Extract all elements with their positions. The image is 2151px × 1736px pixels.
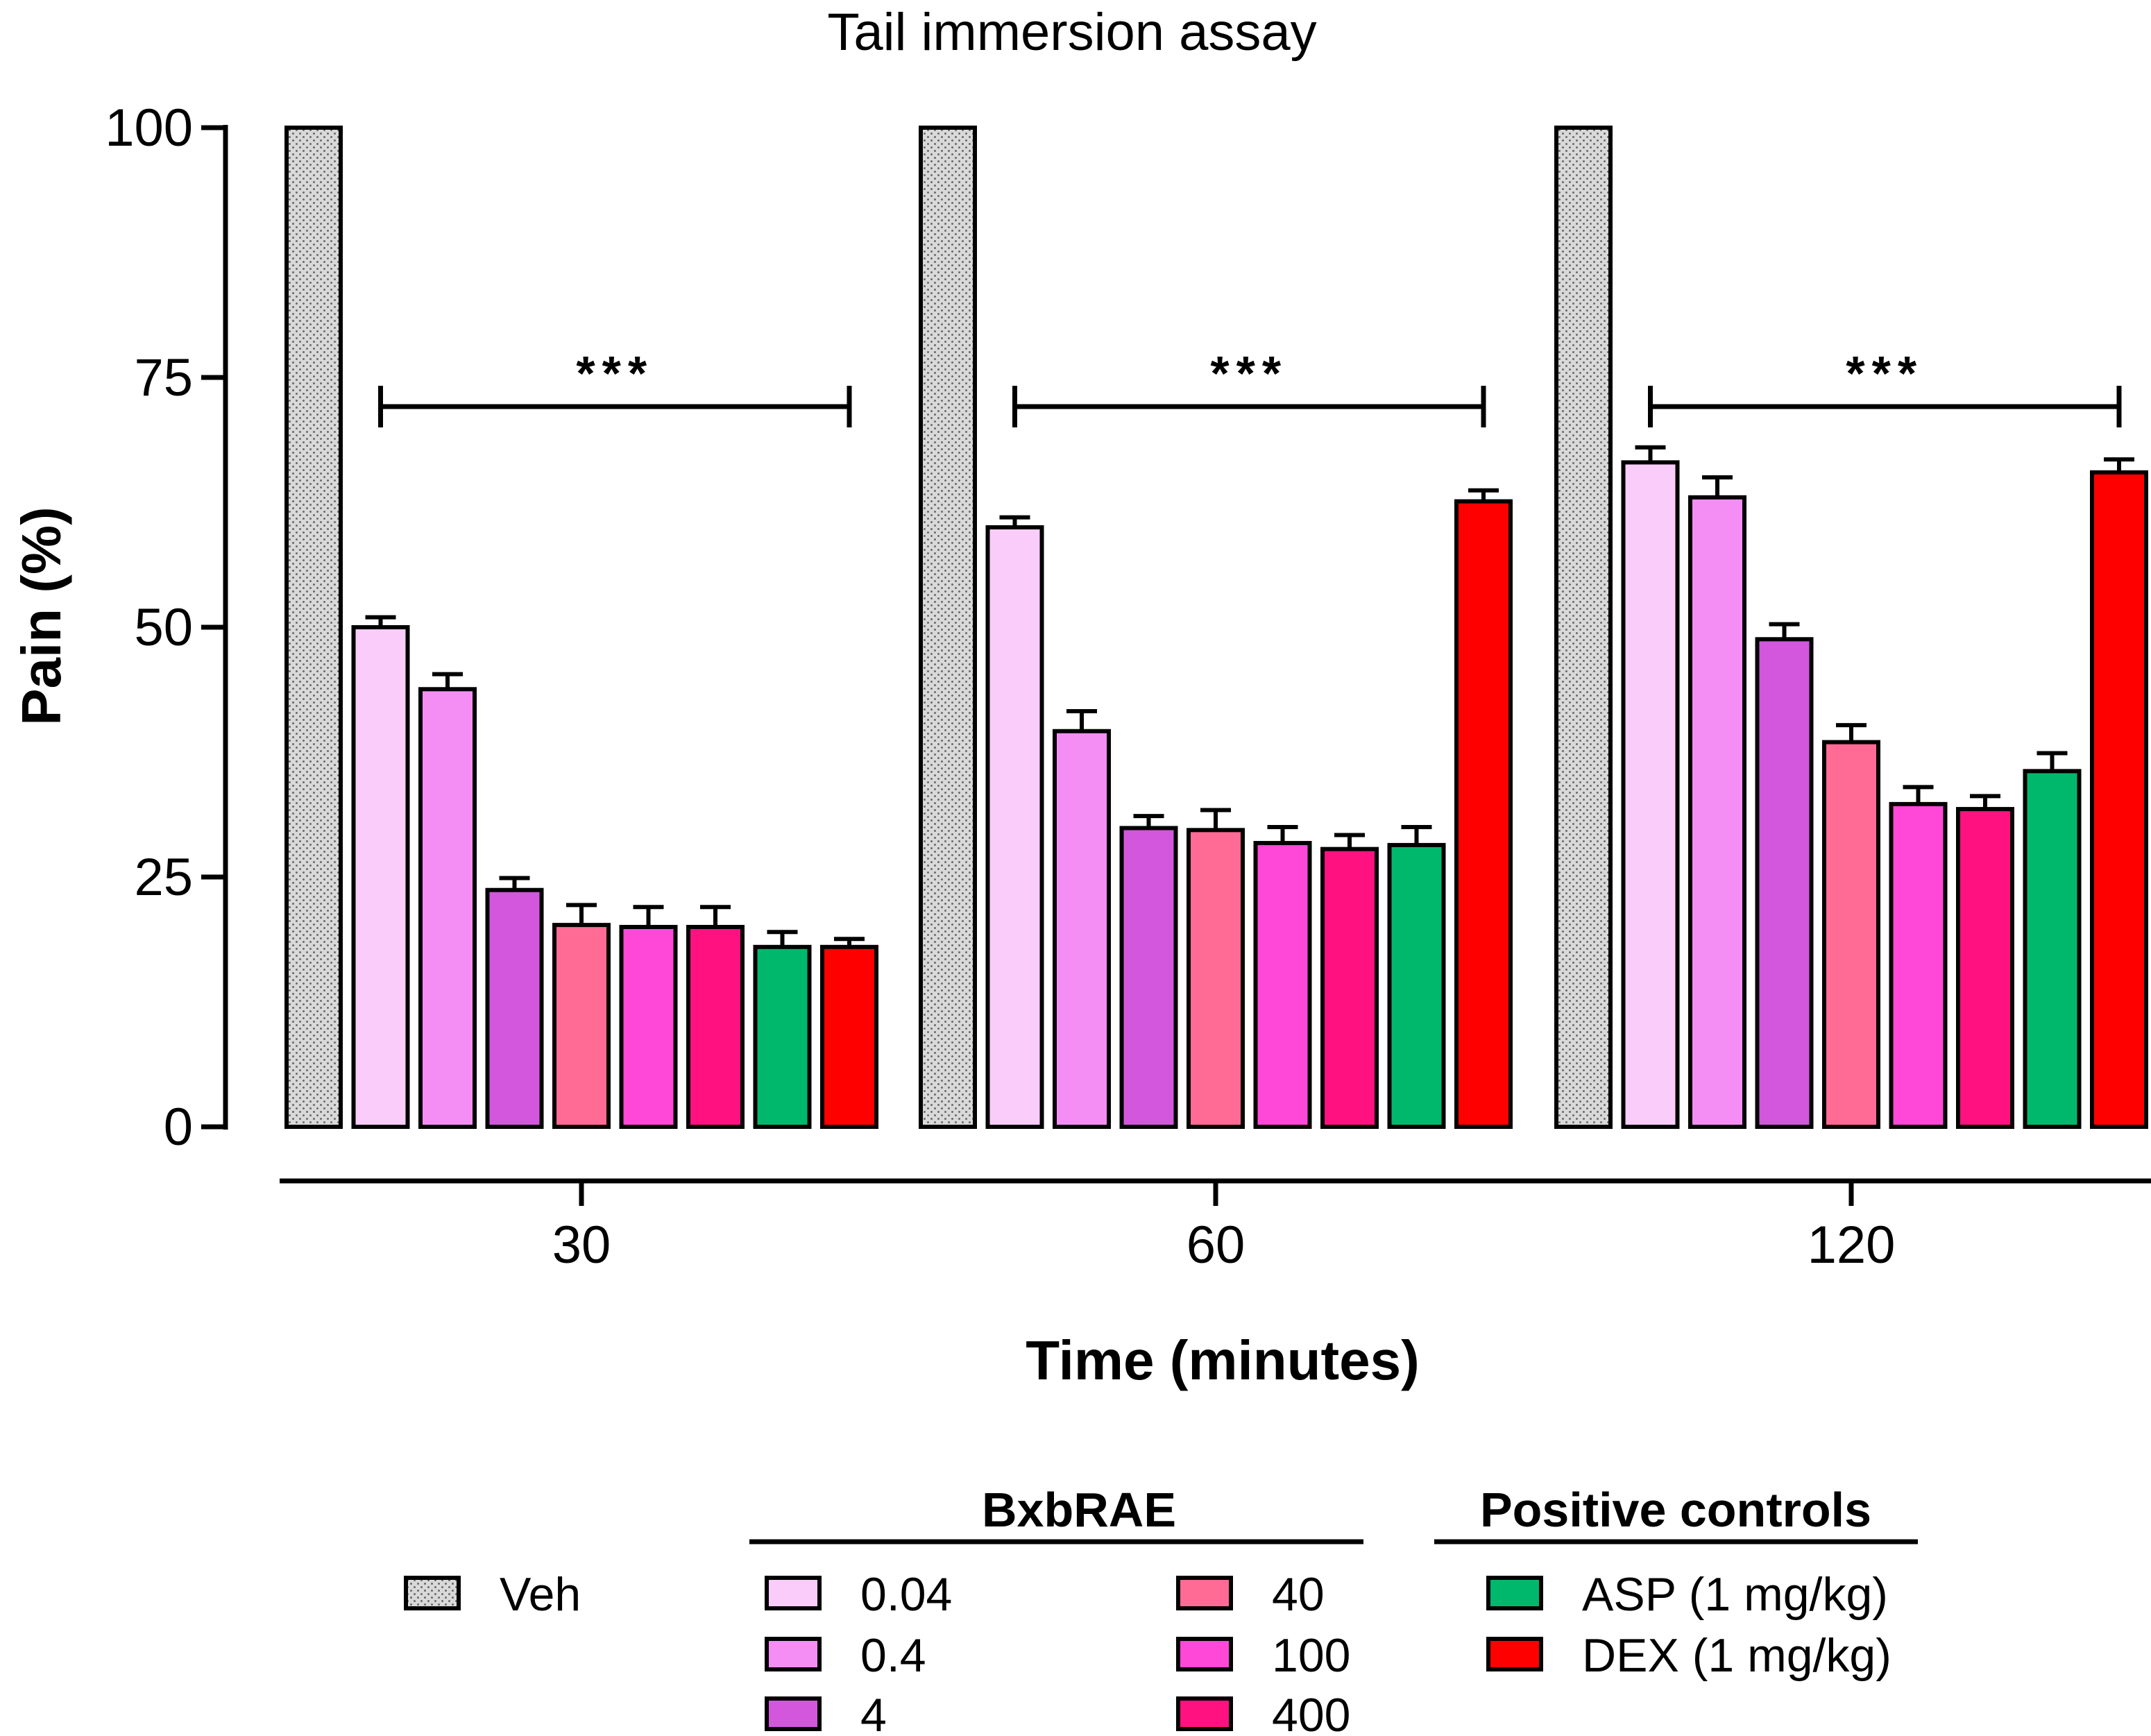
bar (1822, 740, 1880, 1129)
legend-label: 100 (1272, 1629, 1350, 1682)
bar (1119, 826, 1178, 1129)
bar (485, 887, 544, 1129)
legend-label: 4 (860, 1689, 887, 1736)
y-axis-label: Pain (%) (10, 507, 72, 726)
y-tick-label: 50 (134, 598, 193, 657)
legend-label: 0.04 (860, 1568, 952, 1621)
x-tick-label: 60 (1187, 1216, 1245, 1275)
bar (1253, 841, 1312, 1130)
bar (1755, 637, 1814, 1129)
bar (1956, 807, 2014, 1129)
legend-label: 40 (1272, 1568, 1325, 1621)
y-tick-label: 100 (105, 99, 193, 158)
axes-layer: 0 25 50 75 100 30 *** 60 *** 120 *** (105, 99, 2151, 1275)
legend-swatch (404, 1576, 461, 1610)
bar (1688, 495, 1746, 1129)
legend-label: 0.4 (860, 1629, 926, 1682)
bar (820, 944, 878, 1130)
legend-swatch (765, 1576, 822, 1610)
legend-group-title-controls: Positive controls (1480, 1483, 1871, 1537)
y-tick-label: 25 (134, 848, 193, 907)
bar (351, 625, 410, 1129)
legend-label: ASP (1 mg/kg) (1582, 1568, 1888, 1621)
significance-label: *** (1846, 346, 1923, 400)
bar (1053, 729, 1111, 1129)
legend-swatch (765, 1696, 822, 1731)
legend: BxbRAE Positive controls Veh 0.04 0.4 4 40 100 4… (404, 1483, 1918, 1736)
bar (686, 925, 745, 1129)
bar (1320, 846, 1379, 1130)
x-tick-label: 30 (552, 1216, 611, 1275)
bars-layer (284, 126, 2148, 1130)
legend-swatch (765, 1637, 822, 1671)
significance-label: *** (1210, 346, 1288, 400)
significance-label: *** (576, 346, 654, 400)
bar (1621, 460, 1680, 1129)
bar (2023, 769, 2082, 1129)
bar (919, 126, 977, 1129)
x-axis-label: Time (minutes) (1026, 1329, 1420, 1391)
bar (1554, 126, 1613, 1129)
bar (418, 687, 477, 1129)
bar (552, 923, 611, 1129)
legend-group-title-bxbrae: BxbRAE (982, 1483, 1176, 1537)
legend-swatch (1176, 1696, 1233, 1731)
y-tick-label: 0 (164, 1098, 193, 1157)
legend-label: 400 (1272, 1689, 1350, 1736)
bar (985, 525, 1044, 1129)
bar (1387, 842, 1446, 1130)
bar (284, 126, 343, 1129)
legend-swatch (1176, 1637, 1233, 1671)
bar (619, 925, 678, 1129)
bar (1454, 499, 1513, 1129)
legend-swatch (1486, 1576, 1543, 1610)
legend-swatch (1176, 1576, 1233, 1610)
bar (2090, 470, 2148, 1129)
legend-swatch (1486, 1637, 1543, 1671)
legend-label: DEX (1 mg/kg) (1582, 1629, 1891, 1682)
legend-label: Veh (500, 1568, 581, 1621)
bar (1889, 801, 1948, 1129)
x-tick-label: 120 (1808, 1216, 1896, 1275)
bar (1187, 828, 1245, 1129)
y-tick-label: 75 (134, 348, 193, 407)
chart-title: Tail immersion assay (827, 3, 1316, 62)
bar (753, 944, 812, 1130)
